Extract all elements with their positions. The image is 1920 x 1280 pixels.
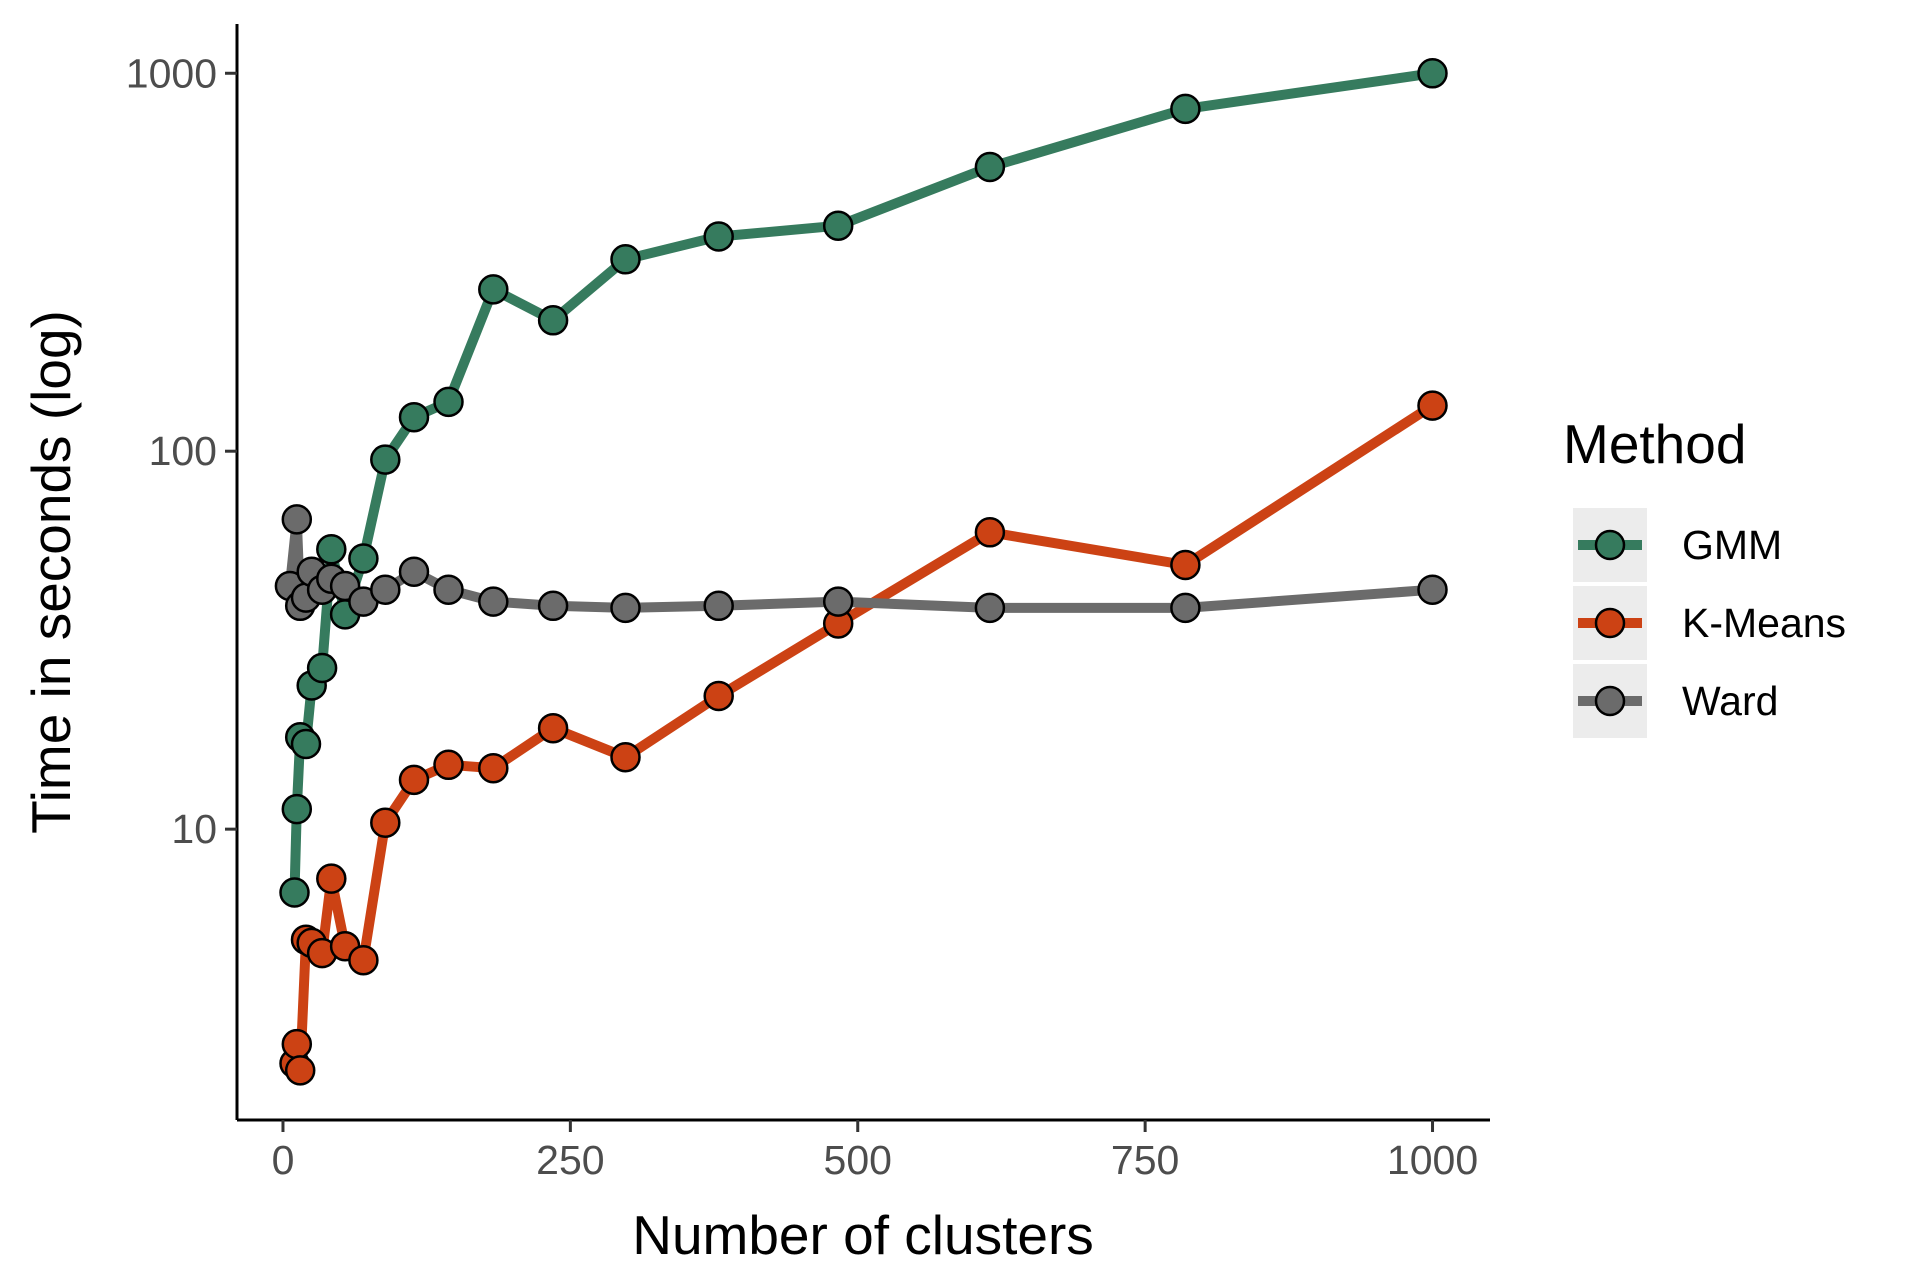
y-tick-label: 10 <box>171 806 217 852</box>
data-point-ward <box>1417 574 1448 605</box>
x-tick-label: 750 <box>1111 1137 1179 1183</box>
data-point-gmm <box>822 210 854 241</box>
data-point-k-means <box>370 807 401 838</box>
data-point-k-means <box>281 1028 313 1060</box>
data-point-gmm <box>478 274 509 305</box>
data-point-ward <box>281 504 313 535</box>
x-axis-title: Number of clusters <box>632 1204 1094 1266</box>
data-point-k-means <box>974 517 1006 548</box>
data-point-k-means <box>348 944 379 976</box>
data-point-gmm <box>316 534 347 565</box>
data-point-gmm <box>974 151 1006 183</box>
y-tick-label: 1000 <box>126 50 217 96</box>
data-point-gmm <box>370 444 401 475</box>
data-point-gmm <box>279 877 310 908</box>
data-point-k-means <box>610 741 641 773</box>
x-tick-label: 0 <box>272 1137 295 1183</box>
data-point-k-means <box>478 752 509 784</box>
data-point-gmm <box>703 221 734 252</box>
data-point-gmm <box>433 386 464 418</box>
data-point-ward <box>610 592 641 624</box>
legend-label-ward: Ward <box>1682 678 1778 724</box>
legend-key-point <box>1594 607 1626 639</box>
data-point-ward <box>537 590 569 622</box>
data-point-ward <box>370 574 401 605</box>
data-point-k-means <box>433 749 464 781</box>
data-point-ward <box>398 556 430 587</box>
legend-title: Method <box>1563 413 1746 475</box>
data-point-ward <box>974 592 1006 624</box>
legend-label-gmm: GMM <box>1682 522 1782 568</box>
data-point-k-means <box>284 1055 316 1086</box>
data-point-gmm <box>306 652 338 684</box>
ticks-layer: 0 250 500 750 1000 10 100 1000 <box>126 50 1478 1183</box>
data-point-k-means <box>316 863 347 894</box>
data-point-k-means <box>398 764 430 796</box>
legend-key-point <box>1594 529 1626 561</box>
data-point-ward <box>1170 592 1201 624</box>
data-point-ward <box>822 586 854 617</box>
x-tick-label: 1000 <box>1387 1137 1478 1183</box>
legend-key-point <box>1594 685 1626 717</box>
x-tick-label: 500 <box>824 1137 892 1183</box>
data-point-gmm <box>290 728 322 760</box>
data-point-ward <box>433 574 464 605</box>
legend: Method GMM K-Means Ward <box>1563 413 1846 738</box>
x-tick-label: 250 <box>536 1137 604 1183</box>
data-point-gmm <box>537 305 569 336</box>
data-point-ward <box>478 586 509 617</box>
legend-label-k-means: K-Means <box>1682 600 1846 646</box>
data-point-k-means <box>537 712 569 744</box>
data-point-k-means <box>703 680 734 712</box>
data-point-gmm <box>398 401 430 433</box>
data-point-gmm <box>1170 93 1201 125</box>
data-point-ward <box>703 590 734 622</box>
data-point-gmm <box>1417 58 1448 89</box>
data-point-gmm <box>348 543 379 574</box>
y-tick-label: 100 <box>149 428 217 474</box>
series-layer <box>274 58 1448 1086</box>
data-point-k-means <box>1170 549 1201 581</box>
y-axis-title: Time in seconds (log) <box>20 310 82 834</box>
series-line-k-means <box>289 401 1436 1076</box>
data-point-k-means <box>1417 390 1448 421</box>
data-point-gmm <box>281 793 313 825</box>
data-point-gmm <box>610 244 641 275</box>
